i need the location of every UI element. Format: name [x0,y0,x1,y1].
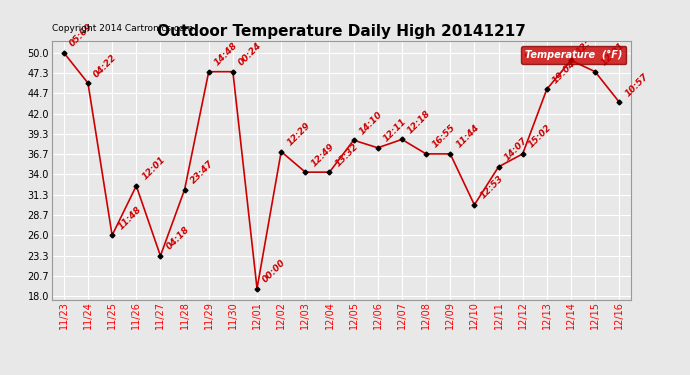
Text: 19:04: 19:04 [551,58,578,85]
Text: 12:29: 12:29 [286,121,312,147]
Title: Outdoor Temperature Daily High 20141217: Outdoor Temperature Daily High 20141217 [157,24,526,39]
Text: 14:48: 14:48 [213,41,239,68]
Text: 11:44: 11:44 [455,123,481,150]
Text: 12:11: 12:11 [382,117,408,144]
Text: 12:: 12: [575,38,593,56]
Text: 15:02: 15:02 [527,123,553,150]
Text: 00:24: 00:24 [237,41,264,68]
Text: 12:53: 12:53 [479,174,505,201]
Text: 00:00: 00:00 [262,258,288,284]
Text: 11:48: 11:48 [117,204,143,231]
Text: 12:18: 12:18 [406,109,433,135]
Text: 05:69: 05:69 [68,22,95,48]
Text: 23:47: 23:47 [189,159,215,186]
Text: 10:57: 10:57 [624,71,650,98]
Text: 14:07: 14:07 [503,136,529,163]
Text: 04:22: 04:22 [92,53,119,79]
Text: 14:10: 14:10 [358,110,384,136]
Legend: Temperature  (°F): Temperature (°F) [522,46,627,64]
Text: 12:01: 12:01 [600,41,626,68]
Text: Copyright 2014 Cartronics.com: Copyright 2014 Cartronics.com [52,24,193,33]
Text: 04:18: 04:18 [165,225,191,252]
Text: 12:01: 12:01 [141,155,167,182]
Text: 13:32: 13:32 [334,141,360,168]
Text: 12:49: 12:49 [310,141,336,168]
Text: 16:55: 16:55 [431,123,457,150]
